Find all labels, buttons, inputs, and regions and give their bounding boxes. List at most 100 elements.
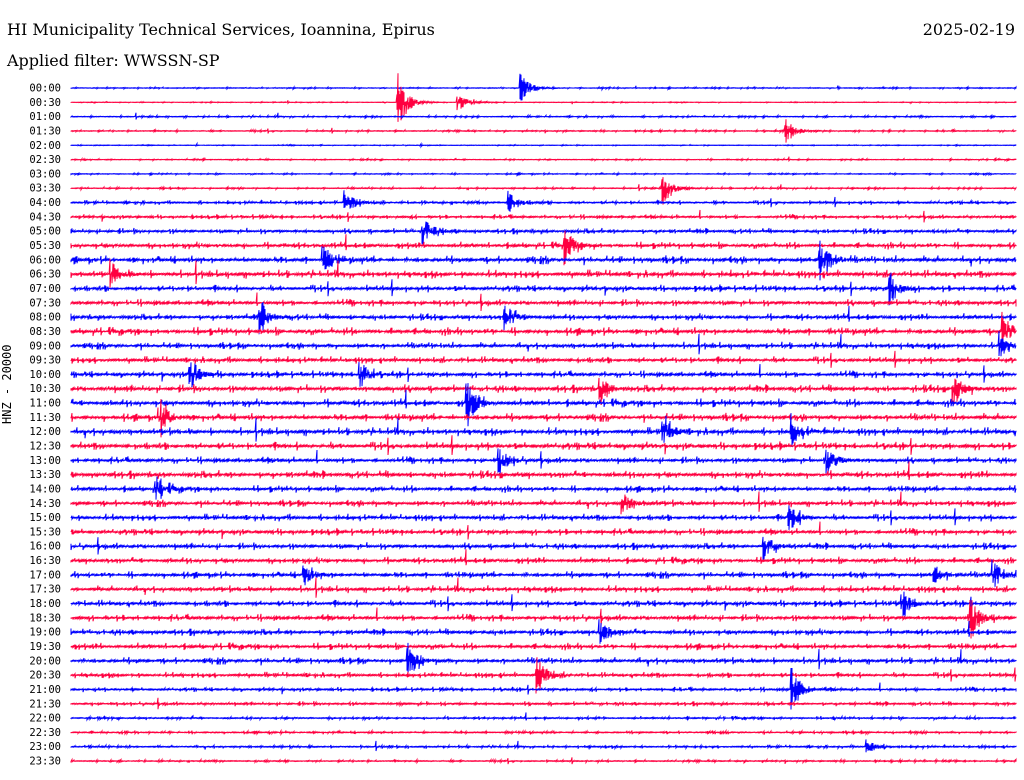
trace-row-0730 xyxy=(70,292,1017,312)
trace-row-0230 xyxy=(70,156,1017,163)
time-label: 21:00 xyxy=(29,684,61,696)
time-label: 23:30 xyxy=(29,756,61,768)
trace-row-1100 xyxy=(70,383,1017,427)
time-label: 13:00 xyxy=(29,455,61,467)
time-label: 14:00 xyxy=(29,483,61,495)
trace-row-0130 xyxy=(70,119,1017,143)
trace-row-1730 xyxy=(70,577,1017,598)
trace-row-1800 xyxy=(70,591,1017,618)
time-label: 15:30 xyxy=(29,526,61,538)
time-label: 02:00 xyxy=(29,140,61,152)
trace-row-0600 xyxy=(70,240,1017,281)
time-label: 08:30 xyxy=(29,326,61,338)
time-label: 09:30 xyxy=(29,355,61,367)
trace-row-0800 xyxy=(70,301,1017,335)
time-label: 00:30 xyxy=(29,97,61,109)
time-label: 11:30 xyxy=(29,412,61,424)
trace-row-0430 xyxy=(70,209,1017,223)
time-label: 10:30 xyxy=(29,383,61,395)
trace-row-1600 xyxy=(70,536,1017,562)
trace-row-2100 xyxy=(70,667,1017,710)
trace-row-2200 xyxy=(70,712,1017,722)
time-label: 05:00 xyxy=(29,226,61,238)
trace-row-2230 xyxy=(70,728,1017,737)
time-label: 20:00 xyxy=(29,655,61,667)
trace-row-0100 xyxy=(70,112,1017,120)
trace-row-1230 xyxy=(70,435,1017,456)
time-label: 12:30 xyxy=(29,441,61,453)
trace-row-1900 xyxy=(70,619,1017,644)
time-label: 22:00 xyxy=(29,713,61,725)
time-label: 18:30 xyxy=(29,612,61,624)
trace-row-1830 xyxy=(70,599,1017,639)
trace-row-0630 xyxy=(70,258,1017,288)
time-label: 04:00 xyxy=(29,197,61,209)
time-label: 15:00 xyxy=(29,512,61,524)
time-label: 22:30 xyxy=(29,727,61,739)
time-label: 14:30 xyxy=(29,498,61,510)
trace-row-2130 xyxy=(70,697,1017,710)
time-label: 04:30 xyxy=(29,211,61,223)
trace-row-1200 xyxy=(70,413,1017,447)
trace-row-1330 xyxy=(70,461,1017,481)
time-label: 05:30 xyxy=(29,240,61,252)
trace-row-1400 xyxy=(70,476,1017,500)
time-label: 06:00 xyxy=(29,254,61,266)
trace-row-0400 xyxy=(70,190,1017,212)
trace-row-0530 xyxy=(70,230,1017,266)
trace-row-0500 xyxy=(70,221,1017,246)
time-label: 19:30 xyxy=(29,641,61,653)
time-label: 12:00 xyxy=(29,426,61,438)
trace-row-2300 xyxy=(70,739,1017,753)
time-label: 21:30 xyxy=(29,698,61,710)
time-label: 00:00 xyxy=(29,83,61,95)
trace-row-1930 xyxy=(70,642,1017,651)
trace-row-1500 xyxy=(70,505,1017,530)
time-label: 11:00 xyxy=(29,398,61,410)
trace-row-1130 xyxy=(70,399,1017,438)
date-label: 2025-02-19 xyxy=(922,20,1015,39)
trace-row-0300 xyxy=(70,171,1017,177)
station-title: HI Municipality Technical Services, Ioan… xyxy=(7,20,435,39)
time-label: 16:00 xyxy=(29,541,61,553)
trace-row-1630 xyxy=(70,549,1017,566)
trace-row-1000 xyxy=(70,362,1017,388)
trace-row-0030 xyxy=(70,73,1017,122)
trace-row-0830 xyxy=(70,311,1017,350)
time-label: 13:30 xyxy=(29,469,61,481)
time-label: 03:00 xyxy=(29,168,61,180)
trace-row-1430 xyxy=(70,491,1017,515)
time-label: 03:30 xyxy=(29,183,61,195)
trace-row-2030 xyxy=(70,657,1017,694)
trace-row-0200 xyxy=(70,141,1017,149)
trace-row-0900 xyxy=(70,331,1017,357)
trace-row-1030 xyxy=(70,377,1017,406)
trace-row-1700 xyxy=(70,559,1017,587)
time-label: 23:00 xyxy=(29,741,61,753)
time-label: 19:00 xyxy=(29,627,61,639)
filter-label: Applied filter: WWSSN-SP xyxy=(7,51,220,70)
time-label: 01:00 xyxy=(29,111,61,123)
trace-row-0000 xyxy=(70,73,1017,101)
time-label: 01:30 xyxy=(29,125,61,137)
trace-row-2000 xyxy=(70,642,1017,675)
time-label: 06:30 xyxy=(29,269,61,281)
trace-row-0700 xyxy=(70,272,1017,306)
time-label: 07:30 xyxy=(29,297,61,309)
time-label: 07:00 xyxy=(29,283,61,295)
trace-row-0330 xyxy=(70,177,1017,205)
time-label: 02:30 xyxy=(29,154,61,166)
trace-row-1530 xyxy=(70,521,1017,540)
time-label: 17:00 xyxy=(29,569,61,581)
time-label: 09:00 xyxy=(29,340,61,352)
trace-row-0930 xyxy=(70,350,1017,368)
time-label: 10:00 xyxy=(29,369,61,381)
trace-row-1300 xyxy=(70,448,1017,477)
time-label: 18:00 xyxy=(29,598,61,610)
time-label: 17:30 xyxy=(29,584,61,596)
time-label: 16:30 xyxy=(29,555,61,567)
time-label: 08:00 xyxy=(29,312,61,324)
trace-row-2330 xyxy=(70,757,1017,765)
time-label: 20:30 xyxy=(29,670,61,682)
